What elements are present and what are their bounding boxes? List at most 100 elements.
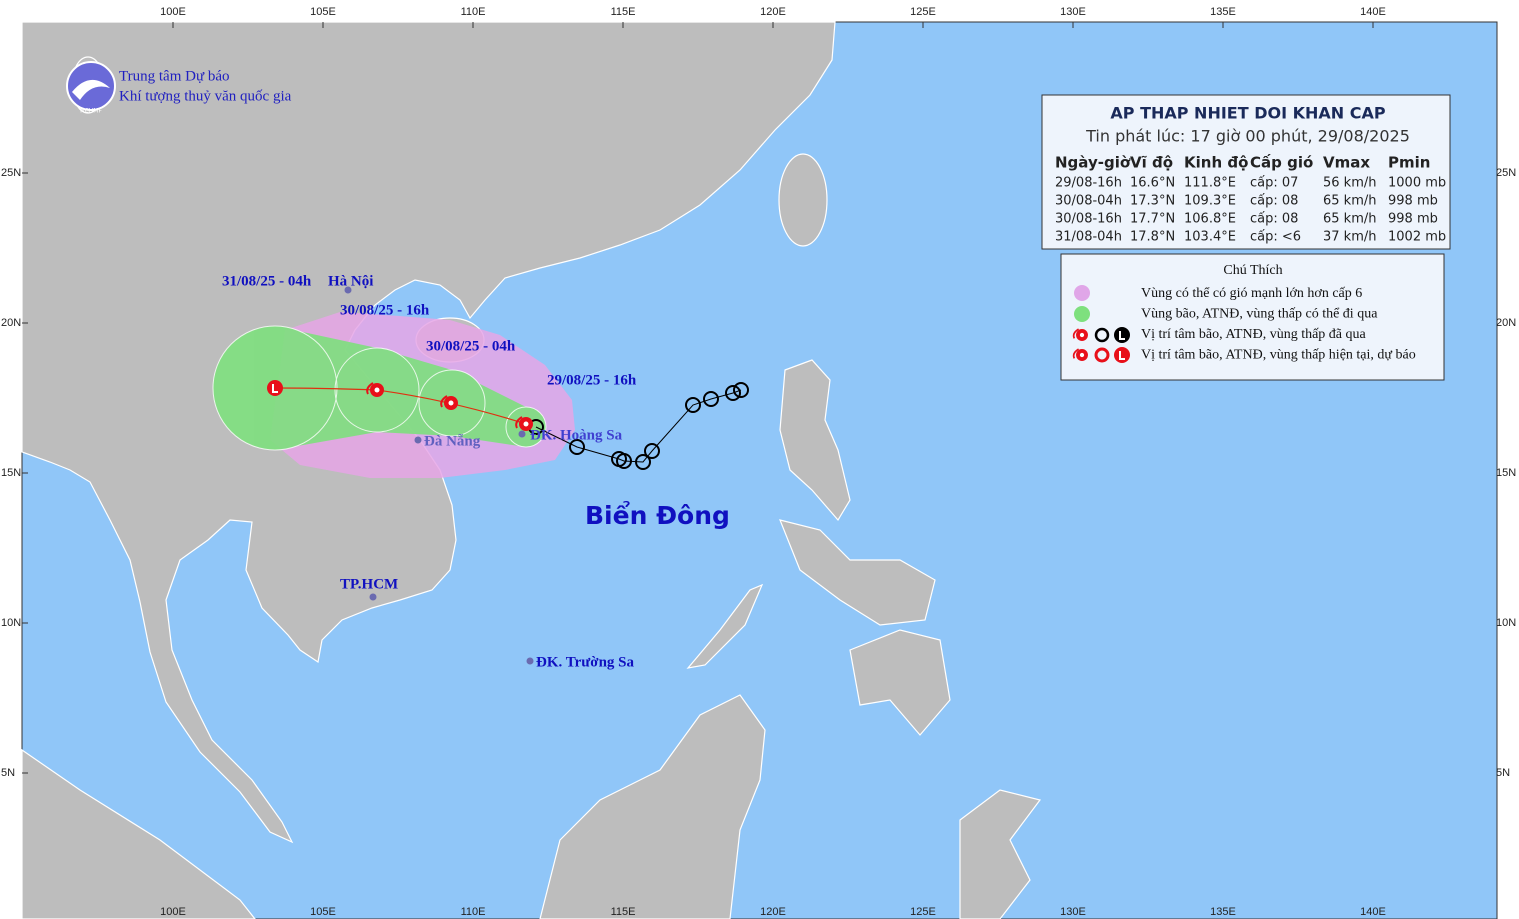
lon-label: 100E — [160, 6, 186, 18]
lon-label: 120E — [760, 906, 786, 918]
lon-label: 135E — [1210, 6, 1236, 18]
logo-badge: NCHMF — [80, 108, 102, 115]
lon-label: 140E — [1360, 6, 1386, 18]
storm-arm — [440, 395, 448, 408]
table-cell: 30/08-16h — [1055, 212, 1122, 227]
storm-arm — [1072, 328, 1080, 339]
legend-title: Chú Thích — [1223, 263, 1282, 278]
storm-eye — [374, 387, 380, 393]
cities — [344, 286, 534, 665]
track-zone-outline — [212, 325, 547, 451]
past-position — [616, 453, 632, 469]
table-cell: 37 km/h — [1323, 230, 1377, 245]
info-title: AP THAP NHIET DOI KHAN CAP — [1110, 104, 1385, 123]
lat-label: 15N — [1496, 467, 1516, 479]
city-label: Đà Nẵng — [424, 433, 481, 449]
time-label: 31/08/25 - 04h — [222, 273, 312, 289]
logo: NCHMF Trung tâm Dự báo Khí tượng thuỷ vă… — [66, 61, 292, 115]
table-cell: 103.4°E — [1184, 230, 1236, 245]
table-cell: 17.3°N — [1130, 194, 1175, 209]
forecast-positions — [267, 380, 533, 431]
time-label: 30/08/25 - 16h — [340, 302, 430, 318]
table-cell: 1002 mb — [1388, 230, 1446, 245]
table-cell: 17.7°N — [1130, 212, 1175, 227]
table-cell: 30/08-04h — [1055, 194, 1122, 209]
table-cell: cấp: 08 — [1250, 212, 1298, 227]
info-table: Ngày-giờ Vĩ độ Kinh độ Cấp gió Vmax Pmin 29/08… — [1055, 154, 1446, 245]
table-header: Kinh độ — [1184, 154, 1248, 172]
lat-label: 5N — [1, 767, 15, 779]
lon-label: 120E — [760, 6, 786, 18]
low-icon — [1114, 327, 1130, 343]
logo-text: Trung tâm Dự báo — [119, 68, 230, 84]
low-glyph — [272, 384, 278, 393]
lat-label: 25N — [1, 167, 21, 179]
legend-items: Vùng có thể có gió mạnh lớn hơn cấp 6 Vùn… — [1072, 286, 1416, 363]
lon-label: 140E — [1360, 906, 1386, 918]
logo-text: Khí tượng thuỷ văn quốc gia — [119, 88, 292, 104]
info-issued: Tin phát lúc: 17 giờ 00 phút, 29/08/2025 — [1085, 127, 1410, 146]
table-cell: 106.8°E — [1184, 212, 1236, 227]
table-cell: 998 mb — [1388, 212, 1438, 227]
table-header: Vmax — [1323, 154, 1370, 172]
lon-label: 110E — [461, 906, 486, 918]
storm-eye — [448, 400, 454, 406]
low-glyph — [1119, 351, 1125, 360]
lon-label: 125E — [910, 6, 936, 18]
lat-label: 20N — [1, 317, 21, 329]
legend-item: Vị trí tâm bão, ATNĐ, vùng thấp đã qua — [1141, 327, 1367, 342]
storm-arm — [515, 416, 523, 429]
table-cell: 31/08-04h — [1055, 230, 1122, 245]
lon-label: 115E — [611, 6, 636, 18]
lon-label: 105E — [310, 6, 336, 18]
table-cell: cấp: <6 — [1250, 230, 1301, 245]
table-cell: 16.6°N — [1130, 176, 1175, 191]
lat-label: 15N — [1, 467, 21, 479]
past-position — [644, 443, 660, 459]
storm-eye — [523, 421, 529, 427]
table-cell: 109.3°E — [1184, 194, 1236, 209]
table-cell: cấp: 08 — [1250, 194, 1298, 209]
table-header: Ngày-giờ — [1055, 154, 1131, 172]
table-cell: 56 km/h — [1323, 176, 1377, 191]
time-label: 29/08/25 - 16h — [547, 372, 637, 388]
lat-label: 25N — [1496, 167, 1516, 179]
past-position — [703, 391, 719, 407]
table-cell: 65 km/h — [1323, 194, 1377, 209]
info-box: AP THAP NHIET DOI KHAN CAP Tin phát lúc:… — [1041, 94, 1451, 250]
table-cell: 29/08-16h — [1055, 176, 1122, 191]
island-label: ĐK. Hoàng Sa — [530, 427, 623, 443]
legend-icon — [1094, 347, 1110, 363]
past-position — [733, 382, 749, 398]
past-position — [635, 454, 651, 470]
low-glyph — [1119, 331, 1125, 340]
time-label: 30/08/25 - 04h — [426, 338, 516, 354]
lon-label: 130E — [1060, 906, 1086, 918]
storm-arm — [1072, 348, 1080, 359]
legend-item: Vùng có thể có gió mạnh lớn hơn cấp 6 — [1141, 286, 1362, 301]
table-cell: 998 mb — [1388, 194, 1438, 209]
island-label: ĐK. Trường Sa — [536, 654, 635, 670]
table-header: Cấp gió — [1250, 154, 1313, 172]
city-label: TP.HCM — [340, 576, 398, 592]
table-header: Pmin — [1388, 154, 1430, 172]
lat-label: 10N — [1496, 617, 1516, 629]
past-position — [569, 439, 585, 455]
axis-labels: 100E 100E 105E 105E 110E 110E 115E 115E 120E 120E… — [1, 6, 1516, 918]
past-position — [685, 397, 701, 413]
table-header: Vĩ độ — [1130, 154, 1173, 172]
lon-label: 110E — [461, 6, 486, 18]
lon-label: 130E — [1060, 6, 1086, 18]
lon-label: 135E — [1210, 906, 1236, 918]
lon-label: 125E — [910, 906, 936, 918]
low-icon — [1114, 347, 1130, 363]
past-positions — [528, 382, 749, 470]
legend-item: Vị trí tâm bão, ATNĐ, vùng thấp hiện tại… — [1141, 348, 1416, 363]
table-cell: 111.8°E — [1184, 176, 1236, 191]
table-cell: 65 km/h — [1323, 212, 1377, 227]
city-label: Hà Nội — [328, 273, 373, 289]
legend-item: Vùng bão, ATNĐ, vùng thấp có thể đi qua — [1141, 307, 1378, 322]
